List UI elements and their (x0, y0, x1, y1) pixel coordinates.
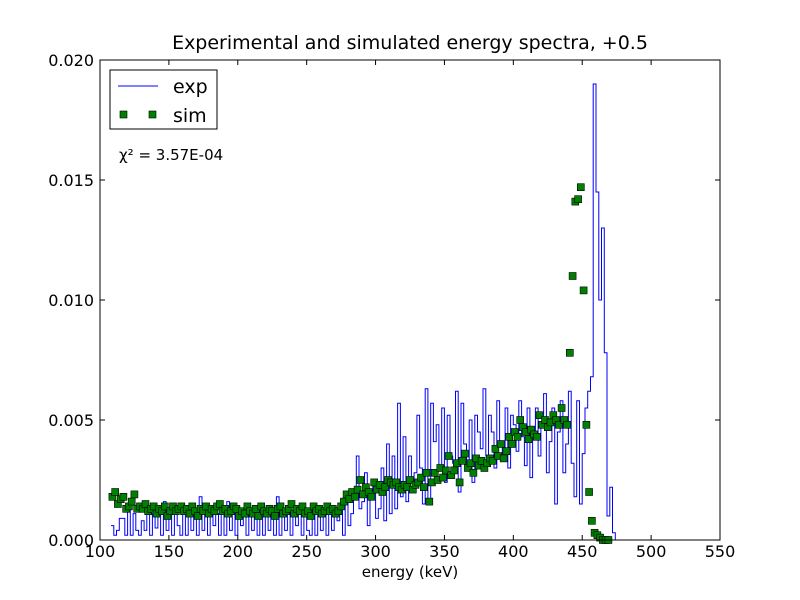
x-tick-label: 350 (429, 542, 460, 561)
sim-point (422, 468, 431, 477)
legend: exp sim (109, 69, 218, 130)
x-tick-label: 100 (85, 542, 116, 561)
y-tick-label: 0.005 (48, 411, 94, 430)
sim-point (127, 497, 136, 506)
x-axis-label: energy (keV) (362, 563, 458, 581)
sim-point (119, 492, 128, 501)
sim-point (254, 512, 263, 520)
sim-point (554, 420, 563, 429)
sim-point (532, 432, 541, 441)
sim-point (271, 512, 279, 520)
sim-point (444, 452, 453, 460)
sim-point (502, 447, 511, 456)
sim-point (111, 488, 119, 496)
sim-point (351, 492, 359, 501)
x-tick-label: 550 (705, 542, 736, 561)
sim-point (469, 468, 478, 477)
sim-point (535, 411, 544, 420)
exp-step-line (111, 83, 624, 541)
sim-point (585, 488, 593, 496)
legend-box (109, 69, 218, 130)
legend-sim-marker-2 (148, 110, 157, 119)
sim-point (461, 449, 469, 458)
sim-point (466, 459, 475, 468)
sim-point (450, 466, 458, 475)
legend-sim-marker-1 (119, 110, 128, 119)
sim-point (406, 476, 414, 484)
x-tick-label: 200 (223, 542, 254, 561)
sim-point (574, 195, 582, 203)
plot-area (100, 60, 720, 540)
chart-title: Experimental and simulated energy spectr… (172, 32, 648, 54)
sim-point (439, 473, 447, 482)
sim-point (579, 286, 588, 295)
x-tick-label: 500 (636, 542, 667, 561)
y-tick-label: 0.010 (48, 291, 94, 310)
legend-exp-label: exp (173, 76, 208, 98)
sim-point (130, 490, 139, 499)
sim-point (353, 485, 362, 494)
sim-point (516, 416, 525, 424)
sim-point (161, 502, 169, 511)
y-tick-label: 0.020 (48, 51, 94, 70)
sim-point (441, 466, 450, 475)
sim-point (497, 440, 505, 448)
sim-point (306, 512, 315, 520)
x-tick-label: 250 (291, 542, 322, 561)
x-tick-label: 150 (154, 542, 185, 561)
x-tick-label: 450 (567, 542, 598, 561)
sim-point (356, 476, 365, 484)
exp-series (111, 83, 624, 541)
chi-square-annotation: χ² = 3.57E-04 (119, 146, 223, 164)
sim-point (557, 404, 566, 412)
sim-point (508, 440, 516, 448)
sim-point (565, 348, 574, 357)
sim-point (367, 492, 376, 501)
x-tick-label: 400 (498, 542, 529, 561)
sim-point (588, 516, 596, 525)
sim-point (524, 435, 533, 444)
sim-point (287, 500, 296, 508)
sim-series (108, 183, 613, 544)
sim-point (417, 473, 425, 482)
sim-point (563, 420, 571, 429)
axis-ticks: 100 150 200 250 300 350 400 450 500 550 0.000 0.005… (48, 51, 735, 561)
y-tick-label: 0.015 (48, 171, 94, 190)
sim-point (582, 420, 591, 429)
sim-point (425, 497, 434, 506)
sim-point (513, 432, 522, 441)
sim-point (488, 456, 497, 465)
sim-point (455, 478, 464, 487)
plot-frame (99, 59, 721, 541)
sim-point (419, 483, 428, 492)
x-tick-label: 300 (360, 542, 391, 561)
legend-sim-label: sim (173, 105, 207, 127)
sim-point (499, 454, 508, 463)
y-tick-label: 0.000 (48, 531, 94, 550)
sim-point (576, 183, 585, 191)
sim-point (458, 456, 467, 465)
sim-point (568, 272, 577, 280)
